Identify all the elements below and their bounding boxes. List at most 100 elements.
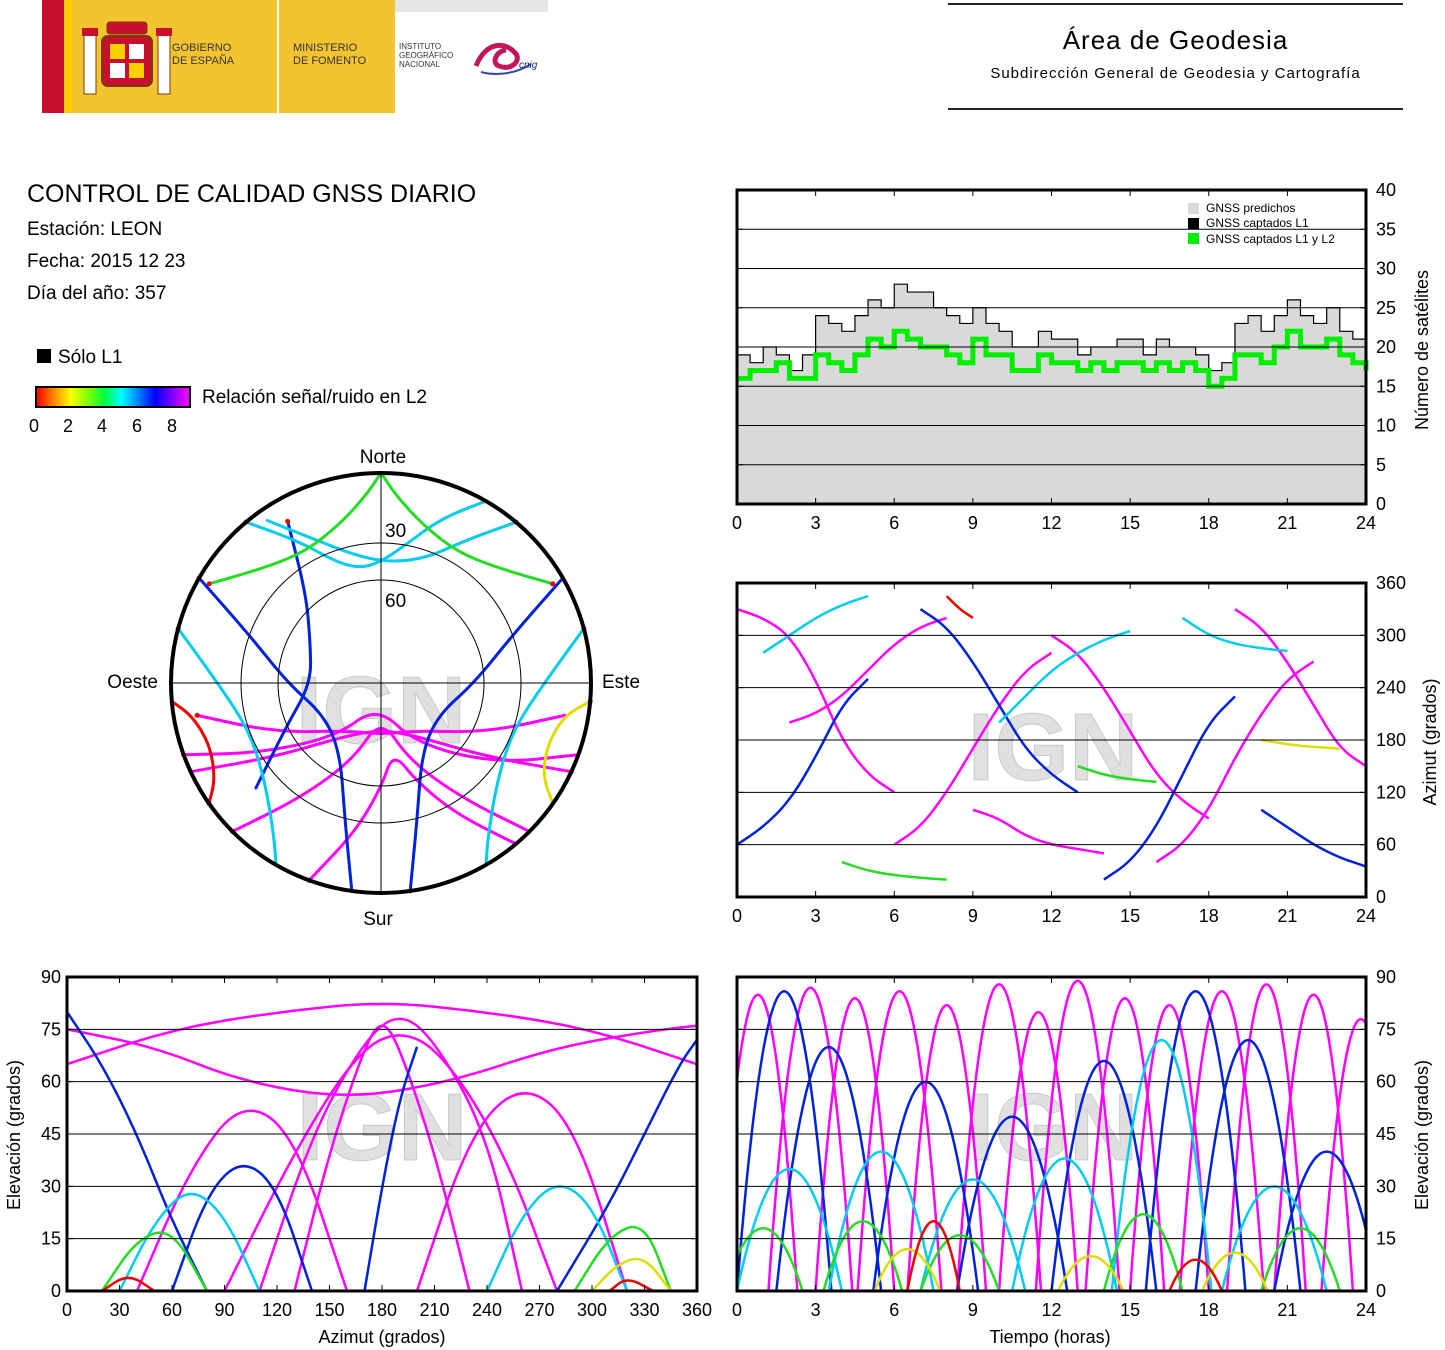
- skyplot-track-7: [254, 519, 313, 790]
- ign-logo: INSTITUTO GEOGRÁFICO NACIONAL cnig: [395, 0, 548, 113]
- elevation-time-arc-31: [1102, 1213, 1184, 1291]
- snr-colorbar-label: Relación señal/ruido en L2: [202, 387, 427, 408]
- area-header: Área de Geodesia Subdirección General de…: [948, 3, 1403, 111]
- x-tick-label: 18: [1199, 1300, 1219, 1320]
- x-tick-label: 15: [1120, 906, 1140, 926]
- ministerio-logo: MINISTERIO DE FOMENTO: [279, 0, 395, 113]
- elevation-time-arc-11: [1225, 983, 1307, 1291]
- y-tick-label: 300: [1376, 625, 1406, 645]
- elevation-time-arc-24: [919, 1178, 1027, 1291]
- x-tick-label: 21: [1277, 906, 1297, 926]
- elevation-time-arc-20: [1194, 1038, 1302, 1291]
- x-tick-label: 0: [732, 513, 742, 533]
- azimuth-track-7: [736, 678, 869, 846]
- elevation-time-arc-18: [1050, 1059, 1158, 1291]
- y-tick-label: 0: [51, 1281, 61, 1301]
- elevation-time-arc-32: [1260, 1227, 1341, 1291]
- area-subtitle: Subdirección General de Geodesia y Carto…: [990, 65, 1361, 82]
- elevation-azimuth-track-3: [66, 1002, 698, 1066]
- skyplot-track-8: [244, 499, 488, 569]
- skyplot-west-label: Oeste: [107, 672, 158, 693]
- azimuth-track-9: [1103, 695, 1236, 881]
- doy-label: Día del año: 357: [27, 283, 167, 304]
- x-tick-label: 12: [1041, 1300, 1061, 1320]
- x-tick-label: 6: [889, 1300, 899, 1320]
- elevation-time-arc-23: [827, 1150, 935, 1291]
- elevation-time-arc-21: [1273, 1150, 1366, 1291]
- series-l1l2-line: [737, 328, 1369, 389]
- satellite-ylabel: Número de satélites: [1412, 270, 1432, 430]
- snr-tick-4: 4: [97, 416, 108, 436]
- x-tick-label: 21: [1277, 513, 1297, 533]
- y-tick-label: 240: [1376, 678, 1406, 698]
- y-tick-label: 35: [1376, 219, 1396, 239]
- y-tick-label: 0: [1376, 494, 1386, 514]
- elevation-time-arc-6: [997, 1010, 1079, 1291]
- satellite-count-axes: 0 5 10 15 20 25 30 35 40 0 3 6 9 12 15 18 21 24: [732, 180, 1396, 533]
- x-tick-label: 3: [811, 1300, 821, 1320]
- x-tick-label: 15: [1120, 1300, 1140, 1320]
- azimuth-track-14: [841, 860, 947, 881]
- elevation-azimuth-track-2: [223, 1034, 559, 1292]
- azimuth-ylabel: Azimut (grados): [1420, 678, 1440, 805]
- y-tick-label: 30: [1376, 1176, 1396, 1196]
- x-tick-label: 15: [1120, 513, 1140, 533]
- date-label: Fecha: 2015 12 23: [27, 251, 186, 272]
- x-tick-label: 18: [1199, 906, 1219, 926]
- y-tick-label: 60: [1376, 835, 1396, 855]
- elevation-time-arc-15: [775, 1045, 883, 1291]
- x-tick-label: 12: [1041, 513, 1061, 533]
- y-tick-label: 25: [1376, 298, 1396, 318]
- y-tick-label: 45: [41, 1124, 61, 1144]
- azimuth-watermark: IGN: [968, 694, 1139, 801]
- skyplot-track-11: [176, 627, 278, 867]
- snr-tick-6: 6: [132, 416, 143, 436]
- azimuth-track-3: [1050, 634, 1210, 820]
- elevation-time-arcs: [737, 979, 1366, 1291]
- y-tick-label: 120: [1376, 782, 1406, 802]
- elevation-azimuth-track-8: [555, 1039, 699, 1292]
- x-tick-label: 240: [472, 1300, 502, 1320]
- x-tick-label: 21: [1277, 1300, 1297, 1320]
- elevation-time-arc-7: [1034, 979, 1121, 1291]
- elevation-time-arc-4: [906, 1003, 988, 1291]
- elevation-time-arc-22: [737, 1167, 844, 1291]
- legend-label-l1l2: GNSS captados L1 y L2: [1206, 232, 1335, 246]
- azimuth-track-17: [945, 595, 974, 619]
- elevation-time-ylabel: Elevación (grados): [1412, 1060, 1432, 1210]
- skyplot-track-0: [307, 758, 518, 882]
- cnig-text: cnig: [519, 60, 538, 71]
- y-tick-label: 90: [41, 967, 61, 987]
- ministerio-text: MINISTERIO DE FOMENTO: [293, 42, 367, 67]
- legend-label-predicted: GNSS predichos: [1206, 201, 1295, 215]
- elevation-time-xlabel: Tiempo (horas): [989, 1327, 1110, 1347]
- y-tick-label: 15: [41, 1229, 61, 1249]
- skyplot-track-5: [197, 576, 354, 893]
- skyplot-horizon: [169, 471, 593, 895]
- azimuth-track-15: [1077, 765, 1157, 784]
- elevation-azimuth-track-10: [170, 1165, 314, 1292]
- series-l1-line: [737, 283, 1367, 372]
- y-tick-label: 15: [1376, 1229, 1396, 1249]
- azimuth-track-11: [762, 594, 869, 654]
- azimuth-track-12: [998, 629, 1131, 724]
- elevation-time-plot: IGN: [737, 979, 1366, 1291]
- skyplot-track-14: [542, 699, 592, 805]
- x-tick-label: 24: [1356, 513, 1376, 533]
- azimuth-track-6: [1234, 608, 1367, 768]
- y-tick-label: 0: [1376, 1281, 1386, 1301]
- skyplot-track-end: [285, 518, 291, 524]
- plot-frame: [735, 188, 1368, 506]
- snr-colorbar: [35, 386, 191, 408]
- y-tick-label: 60: [1376, 1072, 1396, 1092]
- elevation-time-arc-36: [906, 1220, 962, 1291]
- legend-swatch-l1: [1188, 218, 1199, 229]
- azimuth-time-plot: IGN: [736, 594, 1367, 881]
- x-tick-label: 9: [968, 906, 978, 926]
- flag-stripe-red: [42, 0, 64, 113]
- snr-tick-8: 8: [167, 416, 178, 436]
- skyplot-track-9: [265, 519, 518, 563]
- skyplot-track-13: [207, 471, 383, 586]
- x-tick-label: 12: [1041, 906, 1061, 926]
